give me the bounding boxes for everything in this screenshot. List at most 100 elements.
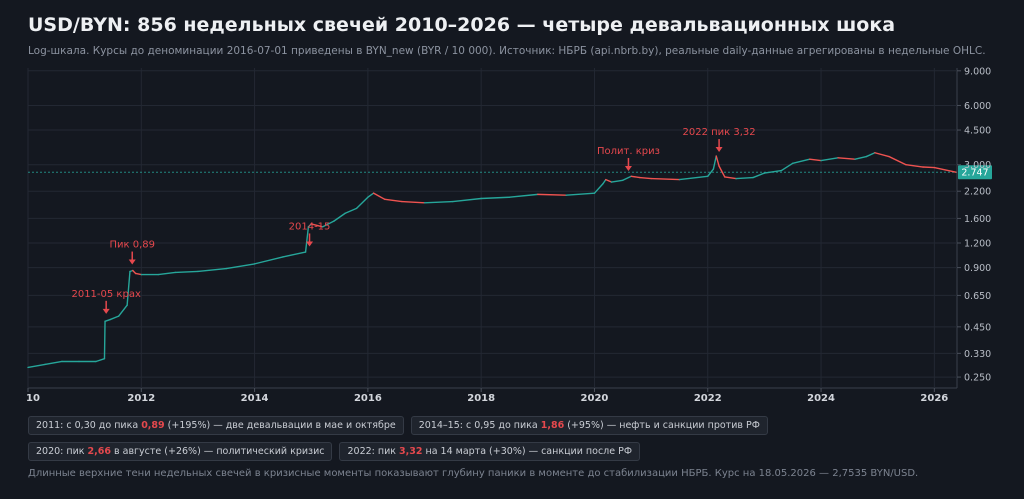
price-segment [304, 226, 310, 253]
annotation: 2011-05 крах [71, 289, 141, 314]
y-tick-label: 0.900 [964, 263, 991, 274]
price-segment [333, 212, 346, 222]
price-segment [763, 169, 783, 174]
price-segment [480, 196, 511, 200]
y-tick-label: 1.600 [964, 214, 991, 225]
price-segment [117, 304, 128, 317]
price-segment [593, 183, 604, 194]
y-tick-label: 4.500 [964, 126, 991, 137]
price-segment [874, 152, 890, 158]
annotation-arrow-head [102, 308, 110, 314]
last-price-line: 2.747 [28, 165, 992, 180]
price-segment [44, 360, 63, 366]
y-axis: 9.000 6.000 4.500 3.000 2.200 1.600 1.200 0.900… [957, 66, 991, 384]
annotation-label: 2011-05 крах [71, 289, 140, 300]
price-segment [678, 175, 709, 181]
x-tick-label: 10 [26, 393, 40, 404]
x-tick-label: 2022 [694, 393, 722, 404]
price-segment [933, 166, 957, 173]
price-segment [384, 198, 403, 203]
y-tick-label: 9.000 [964, 66, 991, 77]
price-segment [109, 315, 120, 321]
price-segment [865, 152, 876, 158]
y-tick-label: 0.330 [964, 349, 991, 360]
price-segment [752, 172, 766, 179]
y-tick-label: 6.000 [964, 101, 991, 112]
page-subtitle: Log-шкала. Курсы до деноминации 2016-07-… [28, 45, 986, 57]
price-segment [922, 166, 936, 169]
annotation-label: 2014-15 [289, 221, 331, 232]
annotation-label: 2022 пик 3,32 [683, 127, 756, 138]
price-segment [253, 256, 284, 265]
chip-2014: 2014–15: с 0,95 до пика 1,86 (+95%) — не… [410, 416, 768, 435]
annotation-label: Полит. криз [597, 146, 660, 157]
price-segment [355, 196, 369, 210]
grid [27, 68, 958, 389]
price-segment [622, 175, 632, 181]
price-segment [95, 357, 106, 363]
price-segment [905, 163, 924, 168]
annotation-arrow-head [715, 147, 723, 153]
price-segment [639, 176, 652, 180]
price-segment [650, 177, 681, 181]
annotation: 2014-15 [289, 221, 331, 247]
last-price-label: 2.747 [961, 168, 988, 179]
price-segment [837, 157, 856, 160]
y-tick-label: 2.200 [964, 187, 991, 198]
annotation: 2022 пик 3,32 [683, 127, 756, 153]
footnote: Длинные верхние тени недельных свечей в … [28, 468, 919, 479]
x-tick-label: 2014 [241, 393, 269, 404]
chip-2022: 2022: пик 3,32 на 14 марта (+30%) — санк… [339, 442, 641, 461]
chip-2011: 2011: с 0,30 до пика 0,89 (+195%) — две … [28, 416, 404, 435]
price-segment [134, 272, 142, 276]
price-segment [565, 192, 596, 196]
annotation-arrow-head [306, 241, 314, 247]
price-segment [630, 175, 641, 179]
y-tick-label: 0.450 [964, 322, 991, 333]
annotations: 2011-05 крах Пик 0,89 2014-15 Полит. криз 20… [71, 127, 756, 314]
price-segment [605, 178, 613, 183]
price-segment [888, 155, 907, 166]
price-segment [820, 157, 839, 162]
annotation: Полит. криз [597, 146, 660, 171]
x-tick-label: 2024 [807, 393, 835, 404]
price-chart: 2.747 2011-05 крах Пик 0,89 2014-15 Полит. … [26, 66, 992, 404]
price-segment [707, 168, 715, 177]
price-segment [854, 155, 868, 160]
x-axis: 10 2012 2014 2016 2018 2020 2022 2024 2026 [26, 388, 948, 404]
y-tick-label: 0.250 [964, 373, 991, 384]
x-tick-label: 2016 [354, 393, 382, 404]
price-segment [126, 270, 131, 306]
last-price-badge [958, 165, 992, 180]
y-tick-label: 3.000 [964, 160, 991, 171]
price-segment [225, 263, 256, 270]
x-tick-label: 2012 [127, 393, 155, 404]
price-segment [537, 193, 567, 196]
price-segment [282, 251, 307, 258]
price-segment [724, 176, 737, 180]
price-series [27, 152, 957, 369]
page-title: USD/BYN: 856 недельных свечей 2010–2026 … [28, 14, 896, 36]
price-segment [602, 178, 607, 185]
price-segment [344, 207, 358, 214]
price-segment [712, 155, 717, 170]
price-segment [321, 220, 335, 228]
price-segment [372, 192, 386, 201]
x-tick-label: 2020 [581, 393, 609, 404]
price-segment [27, 363, 46, 369]
price-segment [103, 320, 106, 360]
annotation-arrow-head [128, 259, 136, 265]
y-tick-label: 0.650 [964, 291, 991, 302]
price-segment [780, 162, 794, 172]
price-segment [809, 158, 822, 162]
event-chips: 2011: с 0,30 до пика 0,89 (+195%) — две … [28, 416, 988, 461]
price-segment [508, 193, 539, 198]
price-segment [792, 158, 811, 164]
price-segment [310, 223, 324, 228]
y-tick-label: 1.200 [964, 239, 991, 250]
price-segment [718, 165, 726, 178]
price-segment [401, 200, 426, 204]
price-segment [715, 155, 720, 167]
price-segment [174, 270, 199, 274]
price-segment [735, 176, 754, 180]
